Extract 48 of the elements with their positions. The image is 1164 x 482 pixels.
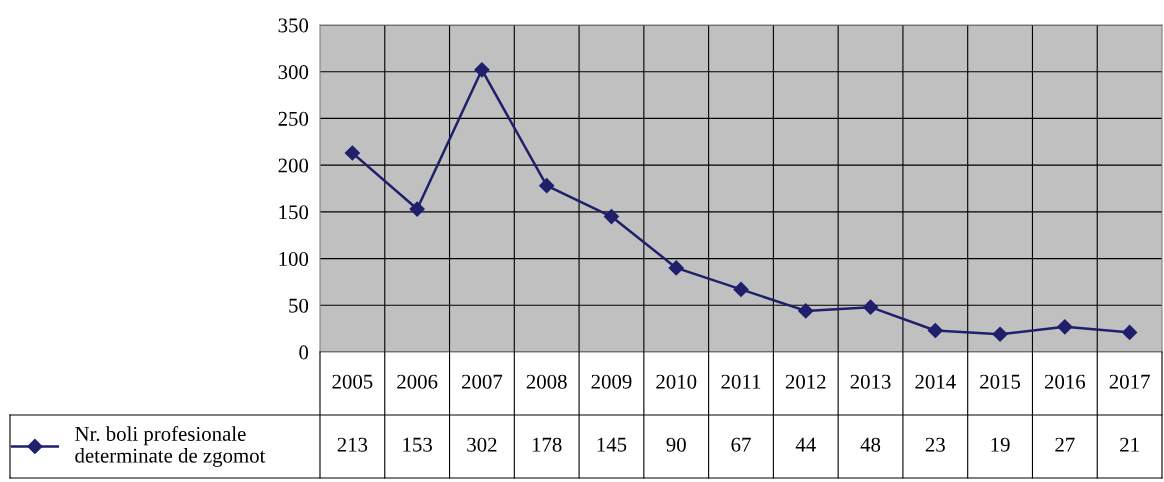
data-label: 27 [1055,437,1075,452]
y-tick-label: 300 [278,65,309,80]
point [798,303,814,319]
x-tick-label: 2014 [915,374,956,389]
x-tick-label: 2006 [397,374,438,389]
point [1057,319,1073,335]
y-tick-label: 250 [278,111,309,126]
x-tick-label: 2007 [462,374,503,389]
x-tick-label: 2008 [526,374,567,389]
point [668,260,684,276]
data-label: 67 [731,437,751,452]
y-tick-label: 350 [278,18,309,33]
x-tick-label: 2011 [721,374,761,389]
x-tick-label: 2016 [1044,374,1086,389]
y-tick-label: 200 [278,158,309,173]
y-tick-label: 150 [279,205,309,220]
x-tick-label: 2017 [1109,374,1150,389]
x-tick-label: 2015 [980,374,1021,389]
point [733,281,749,297]
point [344,145,360,161]
point [862,299,879,315]
data-label: 48 [860,437,881,452]
y-tick-label: 100 [279,251,309,266]
data-label: 302 [467,437,497,452]
x-tick-label: 2013 [850,374,891,389]
point [603,208,620,225]
y-tick-label: 50 [289,298,309,313]
x-tick-label: 2012 [785,374,826,389]
data-label: 21 [1120,437,1139,452]
data-label: 145 [597,437,627,452]
point [1122,324,1138,340]
data-label: 178 [532,437,562,452]
data-label: 153 [403,437,432,452]
x-tick-label: 2010 [656,374,697,389]
data-label: 23 [925,437,945,452]
point [927,322,943,339]
data-label: 44 [795,437,816,452]
x-tick-label: 2009 [591,374,632,389]
point [474,62,490,78]
point [409,201,425,217]
data-label: 19 [991,437,1010,452]
data-label: 90 [666,437,686,452]
point [539,178,555,194]
x-tick-label: 2005 [332,374,373,389]
y-tick-label: 0 [299,345,309,360]
data-label: 213 [337,437,368,452]
point [992,326,1008,342]
legend-label: Nr. boli profesionale determinate de zgomot [75,426,266,467]
